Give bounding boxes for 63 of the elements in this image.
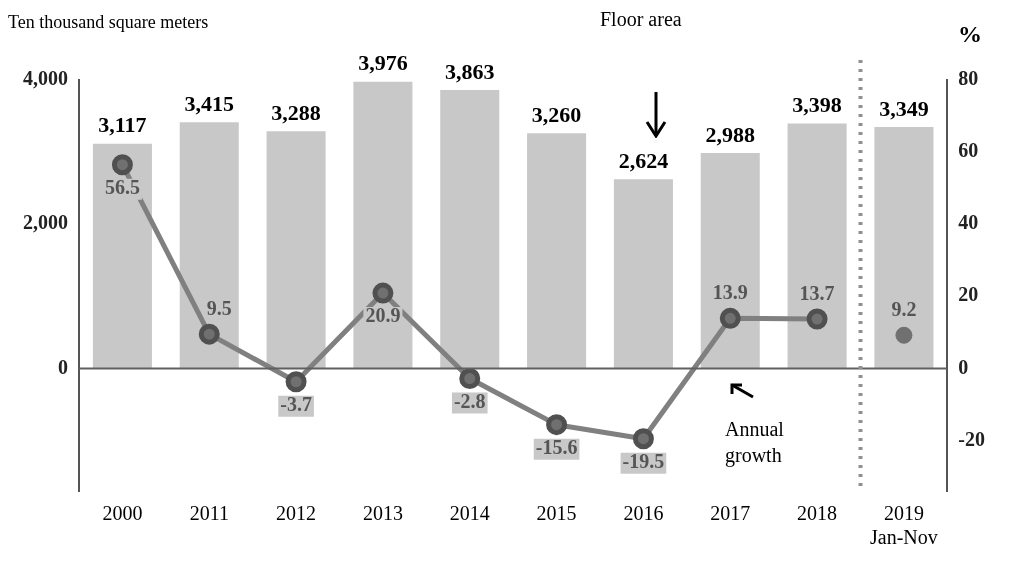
data-label: 9.5 [206, 297, 232, 320]
data-label: 56.5 [104, 175, 140, 198]
y2-axis-title: % [958, 21, 982, 47]
y2-tick-label: 0 [958, 355, 969, 378]
data-label: 13.9 [712, 281, 748, 304]
data-label: -3.7 [280, 392, 312, 415]
data-label: -19.5 [622, 449, 665, 472]
x-tick-label: 2018 [797, 502, 838, 525]
data-label: 9.2 [891, 298, 917, 321]
data-label: -15.6 [535, 435, 578, 458]
y-tick-label: 2,000 [23, 211, 68, 234]
data-label: 3,117 [98, 112, 147, 138]
x-tick-label: 2012 [276, 502, 317, 525]
y2-tick-label: -20 [958, 427, 986, 450]
x-tick-label: 2014 [449, 502, 490, 525]
point [198, 323, 220, 345]
data-label: 3,863 [445, 58, 495, 84]
data-label: 20.9 [365, 304, 401, 327]
data-label: -2.8 [453, 389, 486, 412]
data-label: 2,624 [618, 147, 669, 173]
point [459, 368, 481, 390]
bar [874, 126, 934, 369]
x-tick-label: 2019 Jan-Nov [870, 502, 938, 549]
x-tick-label: 2011 [189, 502, 229, 525]
x-tick-label: 2015 [536, 502, 577, 525]
data-label: 3,288 [271, 100, 321, 126]
point [372, 282, 394, 304]
data-label: 2,988 [705, 121, 755, 147]
data-label: 3,976 [358, 50, 408, 76]
y-axis-title: Ten thousand square meters [8, 12, 209, 32]
bar [613, 179, 673, 369]
data-label: 13.7 [799, 282, 835, 305]
bar [353, 81, 413, 369]
bar [266, 131, 326, 369]
data-label: 3,398 [792, 92, 842, 118]
x-tick-label: 2016 [623, 502, 664, 525]
data-label: 3,349 [879, 95, 929, 121]
bar [700, 152, 760, 369]
bar [787, 123, 847, 369]
point [632, 428, 654, 450]
point [895, 326, 913, 344]
point [111, 154, 133, 176]
text: Floor area [600, 8, 682, 30]
bar [92, 143, 152, 369]
x-tick-label: 2000 [102, 502, 143, 525]
data-label: 3,415 [184, 90, 234, 116]
point [719, 307, 741, 329]
y-tick-label: 0 [58, 355, 68, 378]
y-tick-label: 4,000 [23, 67, 68, 90]
annotation: Annual growth [725, 418, 785, 467]
x-tick-label: 2013 [362, 502, 403, 525]
y2-tick-label: 20 [958, 283, 979, 306]
point [285, 371, 307, 393]
point [806, 308, 828, 330]
bar [440, 89, 500, 369]
y2-tick-label: 40 [958, 211, 979, 234]
bar [527, 133, 587, 369]
point [546, 414, 568, 436]
data-label: 3,260 [531, 102, 582, 128]
y2-tick-label: 80 [958, 67, 979, 90]
x-tick-label: 2017 [710, 502, 751, 525]
bar [179, 122, 239, 369]
y2-tick-label: 60 [958, 139, 979, 162]
